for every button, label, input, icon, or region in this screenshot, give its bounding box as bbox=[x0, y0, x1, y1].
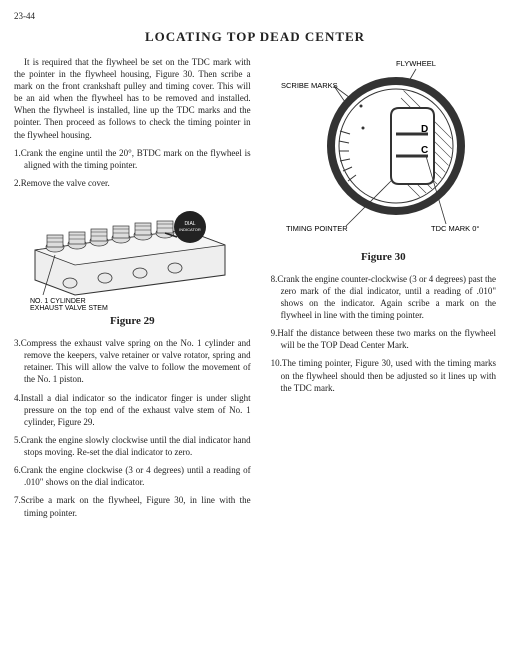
step-8: 8.Crank the engine counter-clockwise (3 … bbox=[271, 273, 496, 322]
step-text: The timing pointer, Figure 30, used with… bbox=[281, 358, 496, 392]
page-title: LOCATING TOP DEAD CENTER bbox=[14, 28, 496, 46]
step-text: Crank the engine counter-clockwise (3 or… bbox=[277, 274, 496, 320]
fig29-label-stem: EXHAUST VALVE STEM bbox=[30, 305, 108, 310]
step-2: 2.Remove the valve cover. bbox=[14, 177, 251, 189]
step-7: 7.Scribe a mark on the flywheel, Figure … bbox=[14, 494, 251, 518]
step-5: 5.Crank the engine slowly clockwise unti… bbox=[14, 434, 251, 458]
step-text: Half the distance between these two mark… bbox=[277, 328, 496, 350]
right-column: FLYWHEEL SCRIBE MARKS bbox=[271, 56, 496, 525]
fig30-label-tdc: TDC MARK 0° bbox=[431, 224, 479, 233]
step-text: Crank the engine until the 20°, BTDC mar… bbox=[21, 148, 251, 170]
fig30-label-flywheel: FLYWHEEL bbox=[396, 59, 436, 68]
fig30-label-scribe: SCRIBE MARKS bbox=[281, 81, 338, 90]
step-10: 10.The timing pointer, Figure 30, used w… bbox=[271, 357, 496, 393]
step-text: Crank the engine slowly clockwise until … bbox=[21, 435, 251, 457]
figure-30: FLYWHEEL SCRIBE MARKS bbox=[271, 56, 496, 246]
figure-29-caption: Figure 29 bbox=[14, 314, 251, 329]
step-4: 4.Install a dial indicator so the indica… bbox=[14, 392, 251, 428]
step-text: Crank the engine clockwise (3 or 4 degre… bbox=[21, 465, 251, 487]
step-text: Scribe a mark on the flywheel, Figure 30… bbox=[21, 495, 251, 517]
step-text: Compress the exhaust valve spring on the… bbox=[21, 338, 251, 384]
figure-29: DIAL INDICATOR NO. 1 CYLINDER EXHAUST VA… bbox=[14, 195, 251, 310]
left-column: It is required that the flywheel be set … bbox=[14, 56, 251, 525]
figure-30-caption: Figure 30 bbox=[271, 250, 496, 265]
fig29-label-cyl: NO. 1 CYLINDER bbox=[30, 298, 86, 305]
fig30-d: D bbox=[421, 124, 428, 135]
page-number: 23-44 bbox=[14, 10, 496, 22]
step-9: 9.Half the distance between these two ma… bbox=[271, 327, 496, 351]
svg-text:INDICATOR: INDICATOR bbox=[179, 227, 201, 232]
step-text: Remove the valve cover. bbox=[21, 178, 110, 188]
fig30-c: C bbox=[421, 145, 428, 156]
step-text: Install a dial indicator so the indicato… bbox=[21, 393, 251, 427]
step-6: 6.Crank the engine clockwise (3 or 4 deg… bbox=[14, 464, 251, 488]
step-1: 1.Crank the engine until the 20°, BTDC m… bbox=[14, 147, 251, 171]
intro-paragraph: It is required that the flywheel be set … bbox=[14, 56, 251, 141]
step-3: 3.Compress the exhaust valve spring on t… bbox=[14, 337, 251, 386]
content-columns: It is required that the flywheel be set … bbox=[14, 56, 496, 525]
fig30-label-timing: TIMING POINTER bbox=[286, 224, 348, 233]
